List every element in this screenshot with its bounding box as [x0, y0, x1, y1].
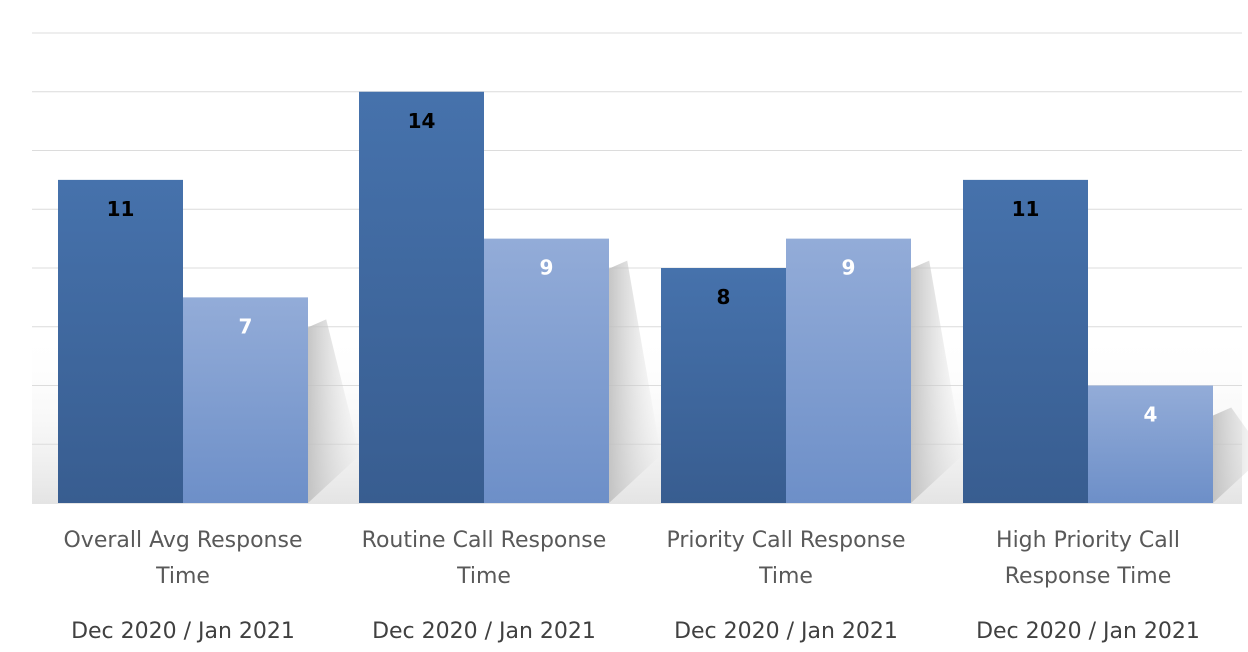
category-tick-label: Time — [155, 564, 210, 589]
data-label: 11 — [1012, 197, 1040, 221]
bar — [661, 268, 786, 503]
data-label: 9 — [540, 256, 554, 280]
category-tick-label: Time — [456, 564, 511, 589]
data-label: 14 — [408, 109, 436, 133]
data-label: 8 — [717, 285, 731, 309]
period-tick-label: Dec 2020 / Jan 2021 — [976, 619, 1200, 644]
bar — [359, 91, 484, 503]
period-tick-label: Dec 2020 / Jan 2021 — [372, 619, 596, 644]
bars — [58, 91, 1213, 503]
category-tick-label: Overall Avg Response — [63, 528, 302, 553]
bar-shadow — [1213, 407, 1248, 503]
category-tick-label: Priority Call Response — [666, 528, 905, 553]
bar — [183, 297, 308, 503]
data-label: 9 — [842, 256, 856, 280]
data-label: 11 — [107, 197, 135, 221]
bar — [58, 179, 183, 503]
bar-shadows — [308, 260, 1248, 503]
data-labels: 11 7 14 9 8 9 11 4 — [107, 109, 1158, 427]
bar — [484, 238, 609, 503]
bar — [1088, 385, 1213, 503]
data-label: 4 — [1144, 403, 1158, 427]
period-tick-label: Dec 2020 / Jan 2021 — [71, 619, 295, 644]
data-label: 7 — [239, 314, 253, 338]
category-tick-label: Time — [758, 564, 813, 589]
bar — [786, 238, 911, 503]
category-tick-label: High Priority Call — [996, 528, 1180, 553]
bar-shadow — [609, 260, 661, 503]
bar-shadow — [911, 260, 963, 503]
category-tick-label: Response Time — [1005, 564, 1172, 589]
bar — [963, 179, 1088, 503]
bar-shadow — [308, 319, 360, 503]
period-tick-label: Dec 2020 / Jan 2021 — [674, 619, 898, 644]
category-axis: Overall Avg Response Time Dec 2020 / Jan 2… — [63, 528, 1199, 644]
category-tick-label: Routine Call Response — [362, 528, 607, 553]
